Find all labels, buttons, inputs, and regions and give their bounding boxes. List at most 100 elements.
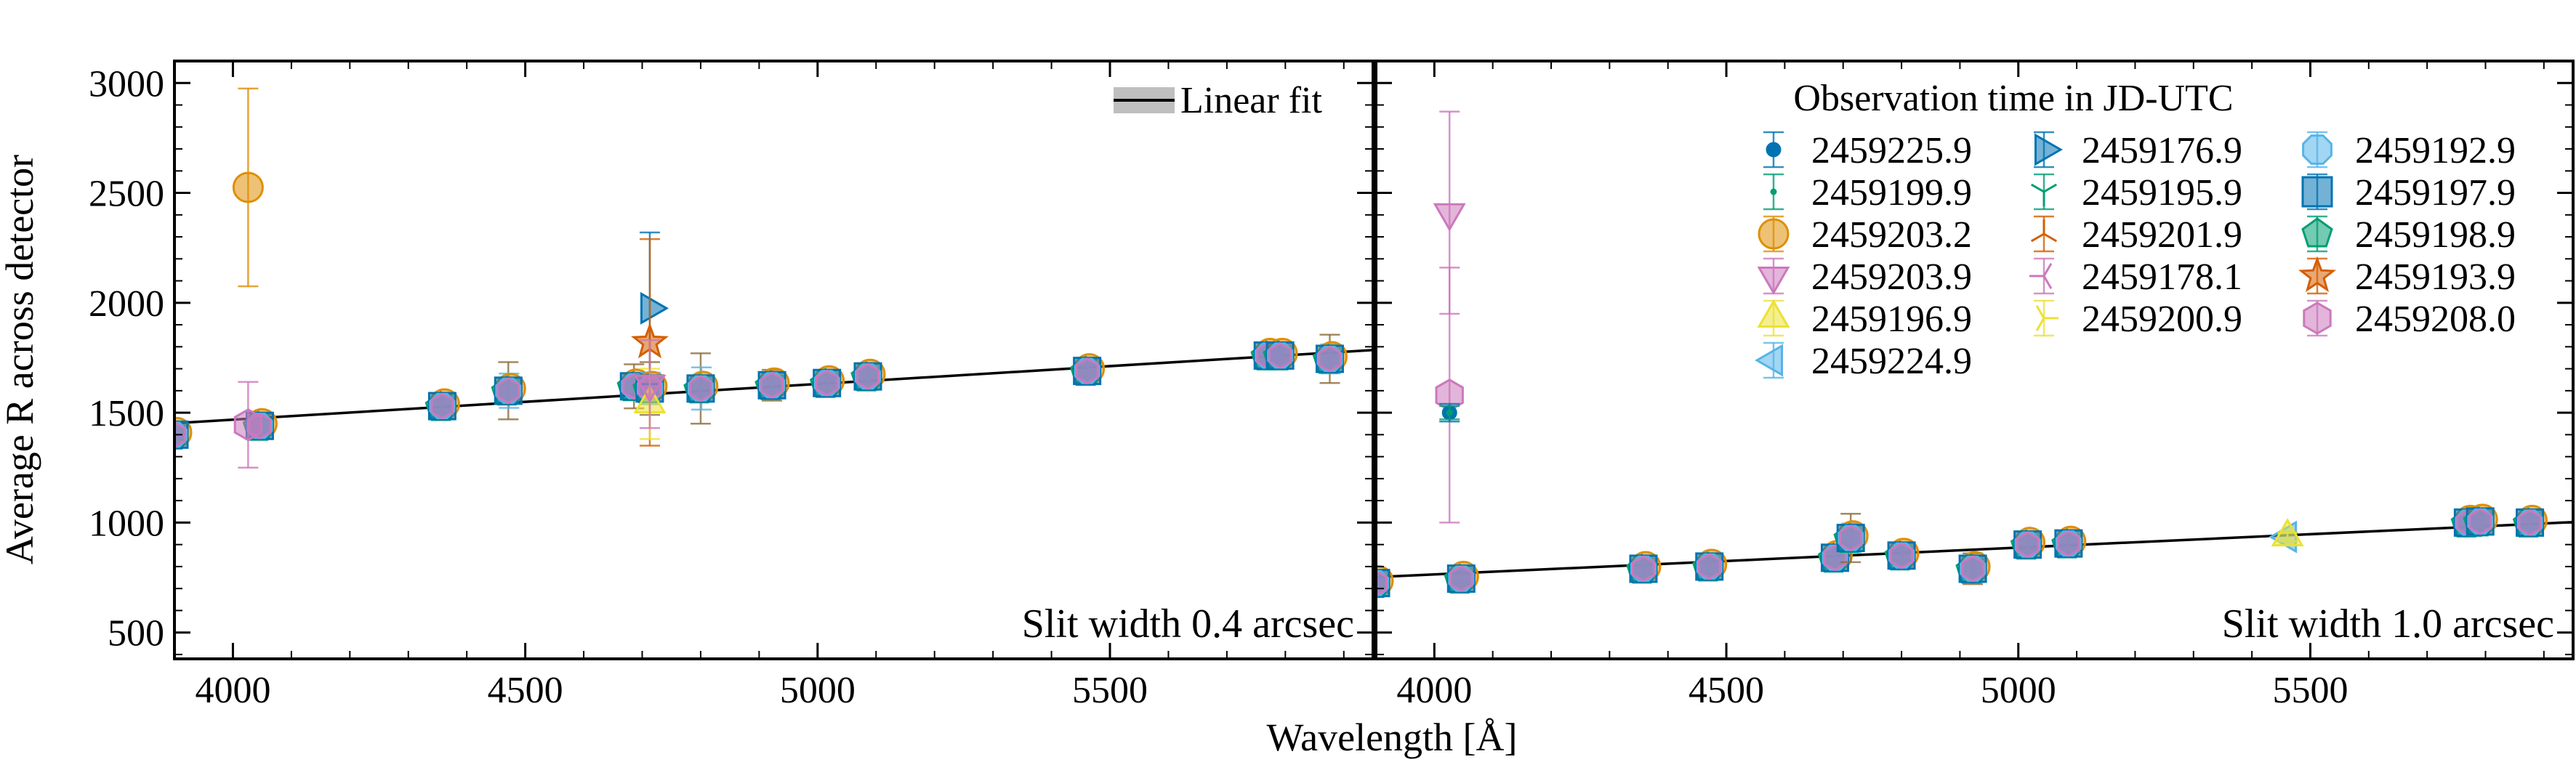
data-point-cluster — [809, 365, 845, 398]
legend-marker — [1757, 299, 1790, 328]
legend-label: 2459198.9 — [2355, 214, 2516, 256]
legend-label: 2459199.9 — [1811, 172, 1972, 214]
legend-label: 2459201.9 — [2082, 214, 2242, 256]
legend-marker — [1754, 344, 1783, 377]
plot-area — [174, 87, 1373, 469]
data-point-marker — [2056, 530, 2080, 557]
data-point-marker — [633, 374, 667, 403]
data-point-marker — [1697, 553, 1721, 580]
legend-marker — [2301, 176, 2333, 208]
y-tick-label: 500 — [108, 613, 164, 655]
y-tick-label: 2500 — [89, 174, 164, 215]
axes-frame — [1374, 60, 2575, 660]
data-point-marker — [640, 291, 669, 325]
legend-entry: 2459203.9 — [1757, 256, 1972, 298]
data-point-marker — [430, 392, 454, 420]
legend-entry: 2459196.9 — [1757, 299, 1972, 340]
x-tick-label: 5500 — [1072, 670, 1148, 711]
data-point-marker — [2016, 531, 2040, 559]
legend-title: Observation time in JD-UTC — [1793, 78, 2233, 119]
fit-legend: Linear fit — [1114, 80, 1322, 121]
data-point-cluster — [2463, 503, 2498, 537]
data-point-cluster — [424, 388, 460, 421]
slit-width-annotation: Slit width 0.4 arcsec — [1022, 601, 1354, 647]
data-point-marker — [1446, 409, 1453, 416]
legend-entries: 2459225.92459199.92459203.22459203.92459… — [1754, 130, 2516, 382]
legend-entry: 2459197.9 — [2301, 172, 2516, 214]
legend-label: 2459192.9 — [2355, 130, 2516, 171]
legend-entry: 2459208.0 — [2303, 299, 2516, 340]
data-point-marker — [760, 371, 784, 399]
legend-label: 2459193.9 — [2355, 256, 2516, 298]
data-point-cluster — [1069, 353, 1106, 386]
legend-label: 2459203.2 — [1811, 214, 1972, 256]
y-tick-label: 1500 — [89, 393, 164, 434]
legend-marker — [1770, 188, 1777, 195]
x-tick-label: 4000 — [1396, 670, 1472, 711]
data-point-marker — [688, 375, 712, 402]
data-point-outlier — [2271, 518, 2304, 547]
legend-label: 2459197.9 — [2355, 172, 2516, 214]
plot-area — [1376, 110, 2573, 599]
legend-marker — [2303, 301, 2332, 335]
data-point-cluster — [850, 358, 886, 392]
y-tick-label: 2000 — [89, 283, 164, 325]
data-point-marker — [2271, 518, 2304, 547]
data-point-cluster — [2512, 504, 2548, 538]
data-point-cluster — [1692, 548, 1728, 582]
x-tick-label: 4500 — [488, 670, 563, 711]
legend-entry: 2459195.9 — [2030, 172, 2242, 214]
legend-label: 2459224.9 — [1811, 341, 1972, 382]
data-point-marker — [233, 408, 262, 442]
data-point-marker — [856, 362, 880, 390]
data-point-outlier — [1435, 267, 1464, 524]
slit-width-annotation: Slit width 1.0 arcsec — [2222, 601, 2554, 647]
legend-label: 2459195.9 — [2082, 172, 2242, 214]
y-tick-label: 1000 — [89, 503, 164, 544]
fit-legend-label: Linear fit — [1180, 80, 1322, 121]
data-point-marker — [2518, 508, 2542, 536]
legend-label: 2459200.9 — [2082, 299, 2242, 340]
legend-marker — [2030, 183, 2058, 206]
legend-entry: 2459224.9 — [1754, 341, 1972, 382]
x-axis-label: Wavelength [Å] — [1266, 716, 1517, 759]
data-point-cluster — [1626, 551, 1662, 584]
legend-label: 2459176.9 — [2082, 130, 2242, 171]
data-point-cluster — [754, 367, 790, 402]
data-point-outlier — [1439, 405, 1460, 421]
legend-entry: 2459199.9 — [1763, 172, 1972, 214]
data-point-outlier — [233, 381, 262, 469]
data-point-marker — [1318, 345, 1342, 373]
data-point-cluster — [2051, 525, 2087, 559]
data-point-cluster — [683, 352, 719, 425]
legend-marker — [1758, 218, 1790, 250]
legend-marker — [2035, 304, 2058, 332]
legend-label: 2459225.9 — [1811, 130, 1972, 171]
y-tick-label: 3000 — [89, 63, 164, 105]
data-point-marker — [1075, 357, 1099, 385]
x-tick-label: 5500 — [2272, 670, 2348, 711]
x-tick-label: 5000 — [1981, 670, 2056, 711]
observation-legend: Observation time in JD-UTC 2459225.92459… — [1754, 78, 2516, 382]
data-point-cluster — [2010, 527, 2046, 560]
x-tick-label: 4000 — [195, 670, 270, 711]
data-point-outlier — [633, 339, 667, 429]
data-point-cluster — [1833, 513, 1869, 564]
legend-marker — [2302, 134, 2333, 165]
data-point-marker — [1839, 524, 1863, 552]
legend-marker — [2034, 133, 2064, 166]
x-tick-label: 5000 — [780, 670, 856, 711]
right-panel: 4000 4500 5000 5500 Slit width 1.0 arcsec — [1374, 60, 2575, 711]
legend-marker — [1766, 142, 1782, 158]
legend-entry: 2459200.9 — [2034, 299, 2242, 340]
legend-marker — [1757, 267, 1790, 296]
data-point-outlier — [232, 87, 264, 288]
legend-marker — [2298, 256, 2337, 293]
legend-marker — [2029, 262, 2053, 290]
legend-marker — [2030, 219, 2058, 243]
legend-label: 2459178.1 — [2082, 256, 2242, 298]
legend-label: 2459203.9 — [1811, 256, 1972, 298]
legend-entry: 2459201.9 — [2030, 214, 2242, 256]
data-point-cluster — [1955, 551, 1991, 585]
